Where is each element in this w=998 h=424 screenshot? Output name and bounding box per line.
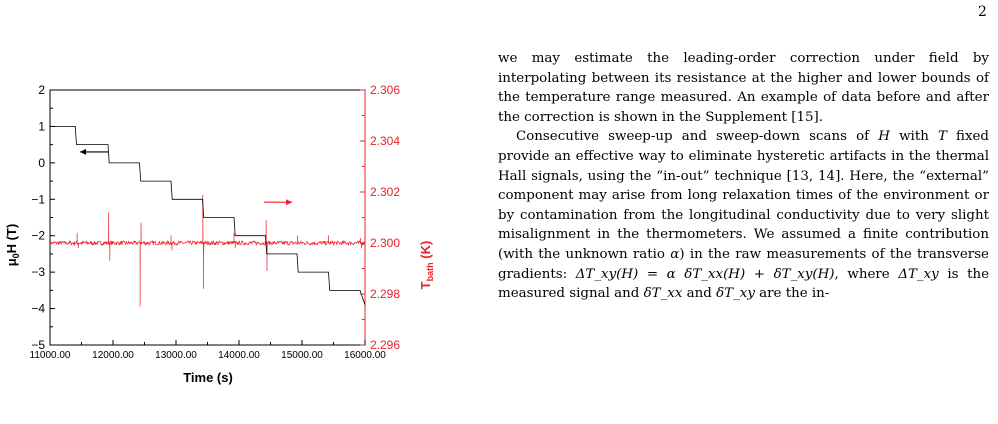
x-tick-label: 12000.00 (92, 350, 134, 361)
x-tick-label: 11000.00 (30, 350, 71, 361)
y-left-tick-label: −4 (31, 302, 45, 316)
y-left-tick-label: 0 (38, 156, 45, 170)
equation: ΔT_xy(H) = α δT_xx(H) + δT_xy(H) (575, 266, 835, 282)
x-tick-label: 14000.00 (218, 350, 260, 361)
field-series-line (50, 126, 366, 306)
y-left-tick-label: −2 (31, 229, 45, 243)
x-tick-label: 16000.00 (344, 350, 386, 361)
paragraph-2: Consecutive sweep-up and sweep-down scan… (498, 129, 989, 302)
y-axis-label-left: μ0H (T) (4, 224, 21, 267)
page-number: 2 (978, 4, 987, 20)
field-arrow-icon (80, 148, 109, 155)
x-axis-label: Time (s) (183, 370, 233, 385)
y-right-tick-label: 2.300 (370, 236, 400, 250)
y-left-tick-label: −5 (31, 338, 45, 352)
y-right-tick-label: 2.296 (370, 338, 400, 352)
y-right-tick-label: 2.298 (370, 287, 400, 301)
paragraph-1: we may estimate the leading-order correc… (498, 51, 989, 125)
y-right-tick-label: 2.302 (370, 185, 400, 199)
arrow-head (80, 148, 87, 155)
y-right-tick-label: 2.306 (370, 83, 400, 97)
body-text: we may estimate the leading-order correc… (498, 49, 989, 304)
temperature-arrow-icon (264, 199, 293, 206)
field-temperature-chart: 11000.00 12000.00 13000.00 14000.00 15000.00… (4, 83, 435, 385)
temperature-series-line (49, 194, 366, 307)
y-axis-label-right: Tbath (K) (418, 241, 435, 290)
y-left-tick-label: 1 (38, 119, 45, 133)
x-tick-label: 15000.00 (281, 350, 323, 361)
y-left-tick-label: −3 (31, 265, 45, 279)
y-left-tick-label: 2 (38, 83, 45, 97)
x-tick-label: 13000.00 (155, 350, 197, 361)
y-left-tick-label: −1 (31, 192, 45, 206)
arrow-head (286, 199, 293, 206)
y-right-tick-label: 2.304 (370, 134, 400, 148)
